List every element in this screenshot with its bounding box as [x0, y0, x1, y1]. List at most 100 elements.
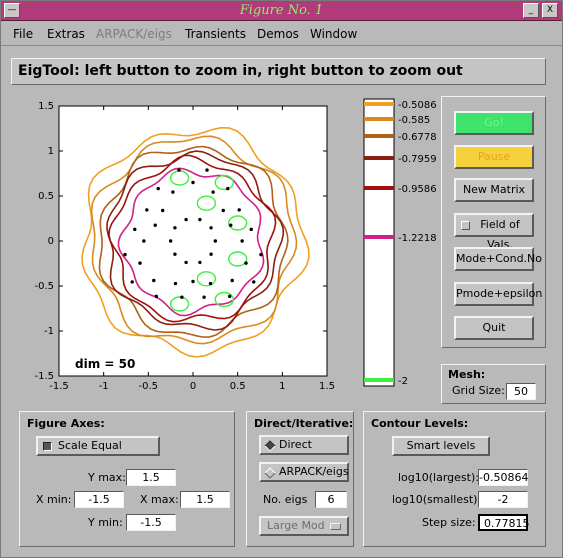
- log-smallest-label: log10(smallest):: [392, 493, 482, 506]
- ymin-label: Y min:: [88, 516, 123, 529]
- contour-line: [227, 251, 248, 267]
- colorbar-level-label: -0.6778: [398, 132, 436, 143]
- y-tick-label: -1: [44, 326, 54, 337]
- y-tick-label: -0.5: [34, 281, 54, 292]
- figure-axes-title: Figure Axes:: [27, 417, 105, 430]
- ymax-input[interactable]: 1.5: [126, 469, 176, 486]
- eigenvalue-marker: [249, 227, 253, 232]
- smart-levels-button[interactable]: Smart levels: [392, 436, 490, 456]
- contour-line: [227, 215, 248, 231]
- direct-radio[interactable]: Direct: [259, 435, 349, 455]
- colorbar-level-label: -0.9586: [398, 184, 436, 195]
- mesh-panel: Mesh: Grid Size: 50: [441, 364, 546, 404]
- pmode-epsilon-button[interactable]: Pmode+epsilon: [454, 282, 542, 306]
- colorbar-level-label: -1.2218: [398, 233, 436, 244]
- eigenvalue-marker: [230, 278, 234, 283]
- direct-label: Direct: [279, 438, 312, 451]
- eigenvalue-marker: [130, 280, 134, 284]
- eigenvalue-marker: [244, 261, 248, 265]
- pause-button[interactable]: Pause: [454, 145, 534, 169]
- title-bar[interactable]: — Figure No. 1 _ X: [1, 1, 562, 21]
- eigenvalue-marker: [173, 226, 177, 230]
- window-menu-button[interactable]: —: [4, 3, 20, 18]
- new-matrix-button[interactable]: New Matrix: [454, 178, 534, 202]
- arpack-radio[interactable]: ARPACK/eigs: [259, 462, 349, 482]
- grid-size-label: Grid Size:: [452, 384, 505, 397]
- eigenvalue-marker: [205, 168, 209, 172]
- x-tick-label: 0.5: [230, 381, 246, 392]
- eigenvalue-marker: [198, 217, 202, 222]
- xmax-label: X max:: [140, 493, 179, 506]
- eigenvalue-marker: [152, 278, 156, 283]
- eigenvalue-marker: [145, 208, 149, 212]
- step-size-input[interactable]: 0.77815: [478, 514, 530, 531]
- scale-equal-checkbox[interactable]: [43, 442, 52, 451]
- field-of-values-toggle[interactable]: Field of Vals.: [454, 213, 534, 251]
- contour-line: [169, 296, 190, 312]
- which-eigs-value: Large Mod: [267, 519, 325, 532]
- log-smallest-input[interactable]: -2: [478, 491, 528, 508]
- contour-line: [108, 154, 277, 323]
- y-tick-label: 1: [48, 146, 54, 157]
- status-header: EigTool: left button to zoom in, right b…: [11, 58, 546, 85]
- log-largest-input[interactable]: -0.50864: [478, 469, 529, 486]
- eigenvalue-marker: [259, 252, 263, 257]
- x-tick-label: -1.5: [49, 381, 69, 392]
- pseudospectra-plot[interactable]: -1.5 -1 -0.5 0 0.5 1 1.5 1.5 1 0.5 0 -0.…: [23, 96, 343, 396]
- eigenvalue-marker: [209, 252, 213, 256]
- eigenvalue-marker: [237, 208, 241, 212]
- colorbar-level-label: -2: [398, 376, 408, 387]
- go-button[interactable]: Go!: [454, 111, 534, 135]
- grid-size-input[interactable]: 50: [506, 383, 536, 400]
- eigenvalue-marker: [123, 252, 127, 257]
- field-of-values-checkbox[interactable]: [461, 221, 470, 230]
- which-eigs-dropdown[interactable]: Large Mod: [259, 516, 349, 536]
- ymin-input[interactable]: -1.5: [126, 514, 176, 531]
- eigenvalue-marker: [228, 294, 232, 299]
- eigenvalue-marker: [198, 260, 202, 265]
- dimension-label: dim = 50: [75, 357, 135, 371]
- contour-colorbar: -0.5086 -0.585 -0.6778 -0.7959 -0.9586 -1.221…: [363, 98, 436, 387]
- contour-line: [81, 126, 310, 358]
- xmax-input[interactable]: 1.5: [180, 491, 230, 508]
- close-button[interactable]: X: [542, 3, 558, 18]
- menu-bar: File Extras ARPACK/eigs Transients Demos…: [1, 22, 562, 46]
- eigenvalue-marker: [191, 279, 195, 284]
- mode-cond-button[interactable]: Mode+Cond.No: [454, 247, 542, 271]
- menu-transients[interactable]: Transients: [185, 27, 246, 41]
- menu-demos[interactable]: Demos: [257, 27, 299, 41]
- direct-iterative-title: Direct/Iterative:: [254, 417, 354, 430]
- menu-window[interactable]: Window: [310, 27, 358, 41]
- menu-file[interactable]: File: [13, 27, 34, 41]
- figure-axes-panel: Figure Axes: Scale Equal Y max: 1.5 X mi…: [19, 411, 235, 547]
- quit-button[interactable]: Quit: [454, 316, 534, 340]
- xmin-label: X min:: [36, 493, 72, 506]
- no-eigs-label: No. eigs: [263, 493, 308, 506]
- arpack-label: ARPACK/eigs: [279, 465, 349, 478]
- eigenvalue-marker: [240, 239, 244, 243]
- eigenvalue-marker: [133, 227, 137, 232]
- xmin-input[interactable]: -1.5: [74, 491, 124, 508]
- ymax-label: Y max:: [88, 471, 126, 484]
- x-tick-label: 1: [279, 381, 285, 392]
- scale-equal-toggle[interactable]: Scale Equal: [36, 436, 160, 456]
- minimize-button[interactable]: _: [523, 3, 539, 18]
- contour-line: [214, 174, 234, 191]
- no-eigs-input[interactable]: 6: [315, 491, 347, 508]
- contour-line: [214, 291, 234, 308]
- eigenvalue-marker: [161, 208, 165, 213]
- x-tick-label: 0: [190, 381, 196, 392]
- eigenvalue-marker: [184, 260, 188, 265]
- direct-radio-indicator[interactable]: [264, 440, 276, 452]
- eigenvalue-marker: [229, 223, 233, 227]
- contour-line: [90, 135, 298, 345]
- eigenvalue-marker: [173, 252, 177, 256]
- colorbar-level-label: -0.5086: [398, 100, 436, 111]
- y-tick-label: 0: [48, 236, 54, 247]
- menu-extras[interactable]: Extras: [47, 27, 85, 41]
- arpack-radio-indicator[interactable]: [264, 467, 276, 479]
- contour-levels-panel: Contour Levels: Smart levels log10(large…: [363, 411, 546, 547]
- eigenvalue-marker: [211, 190, 215, 194]
- y-tick-label: 0.5: [38, 191, 54, 202]
- menu-arpack[interactable]: ARPACK/eigs: [96, 27, 172, 41]
